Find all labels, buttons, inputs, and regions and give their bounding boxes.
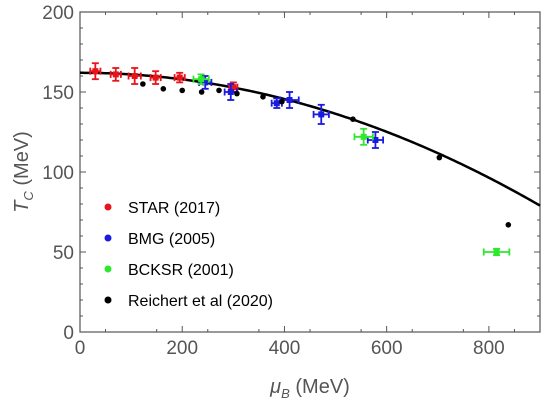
series-3 xyxy=(140,81,512,228)
point-marker xyxy=(198,76,205,83)
x-axis-unit: (MeV) xyxy=(290,376,350,398)
data-point xyxy=(366,131,384,149)
legend-label: BCKSR (2001) xyxy=(128,262,234,279)
point-marker xyxy=(493,249,500,255)
point-marker xyxy=(273,100,280,107)
data-point xyxy=(216,87,222,94)
data-point xyxy=(260,94,266,100)
axis-ticks: 0 200 400 600 800 0 50 100 150 200 xyxy=(42,3,540,359)
series-0 xyxy=(89,62,239,93)
point-marker xyxy=(372,137,379,143)
data-point xyxy=(482,247,511,257)
point-marker xyxy=(286,97,293,103)
y-axis-subscript: C xyxy=(21,191,36,201)
legend-label: STAR (2017) xyxy=(128,200,220,217)
data-point xyxy=(198,89,205,95)
y-axis-label: TC (MeV) xyxy=(11,131,36,213)
point-marker xyxy=(318,111,325,118)
fit-curve-layer xyxy=(80,71,541,207)
data-point xyxy=(192,73,210,85)
data-point xyxy=(505,222,512,228)
point-marker xyxy=(131,73,138,79)
data-points-layer xyxy=(89,62,512,257)
series-2 xyxy=(192,73,511,257)
data-point xyxy=(353,127,374,146)
x-axis-label: μB (MeV) xyxy=(269,376,350,401)
y-tick-label: 100 xyxy=(42,163,74,184)
legend-swatch xyxy=(104,296,112,304)
point-marker xyxy=(227,89,234,95)
legend-swatch xyxy=(104,203,112,211)
x-tick-label: 0 xyxy=(75,338,86,359)
y-tick-label: 0 xyxy=(63,323,74,344)
y-axis-unit: (MeV) xyxy=(11,131,33,191)
data-point xyxy=(350,116,356,122)
data-point xyxy=(109,67,122,82)
x-tick-label: 600 xyxy=(371,338,403,359)
legend-swatch xyxy=(104,234,112,242)
data-point xyxy=(279,98,285,105)
legend-label: BMG (2005) xyxy=(128,231,215,248)
legend: STAR (2017) BMG (2005) BCKSR (2001) Reicher… xyxy=(104,200,273,310)
plot-frame xyxy=(79,11,541,333)
x-tick-label: 400 xyxy=(269,338,301,359)
point-marker xyxy=(360,133,367,140)
y-tick-label: 150 xyxy=(42,83,74,104)
data-point xyxy=(127,67,142,85)
data-point xyxy=(160,86,167,92)
data-point xyxy=(179,87,186,94)
y-tick-label: 200 xyxy=(42,3,74,24)
data-point xyxy=(173,71,186,84)
point-marker xyxy=(176,74,183,81)
data-point xyxy=(279,91,300,109)
x-axis-subscript: B xyxy=(281,386,290,401)
x-tick-label: 200 xyxy=(166,338,198,359)
point-marker xyxy=(152,74,159,81)
point-marker xyxy=(202,79,209,86)
data-point xyxy=(234,90,240,97)
data-point xyxy=(89,62,102,81)
fit-curve xyxy=(80,71,541,207)
point-marker xyxy=(230,84,237,91)
y-axis-symbol: T xyxy=(11,199,33,213)
data-point xyxy=(312,103,330,125)
point-marker xyxy=(112,71,119,78)
y-tick-label: 50 xyxy=(53,243,74,264)
legend-label: Reichert et al (2020) xyxy=(128,293,273,310)
legend-swatch xyxy=(104,265,112,273)
data-point xyxy=(140,81,146,87)
x-tick-label: 800 xyxy=(473,338,505,359)
data-point xyxy=(436,154,443,161)
point-marker xyxy=(92,68,99,75)
data-point xyxy=(149,70,162,85)
x-axis-symbol: μ xyxy=(269,376,281,398)
